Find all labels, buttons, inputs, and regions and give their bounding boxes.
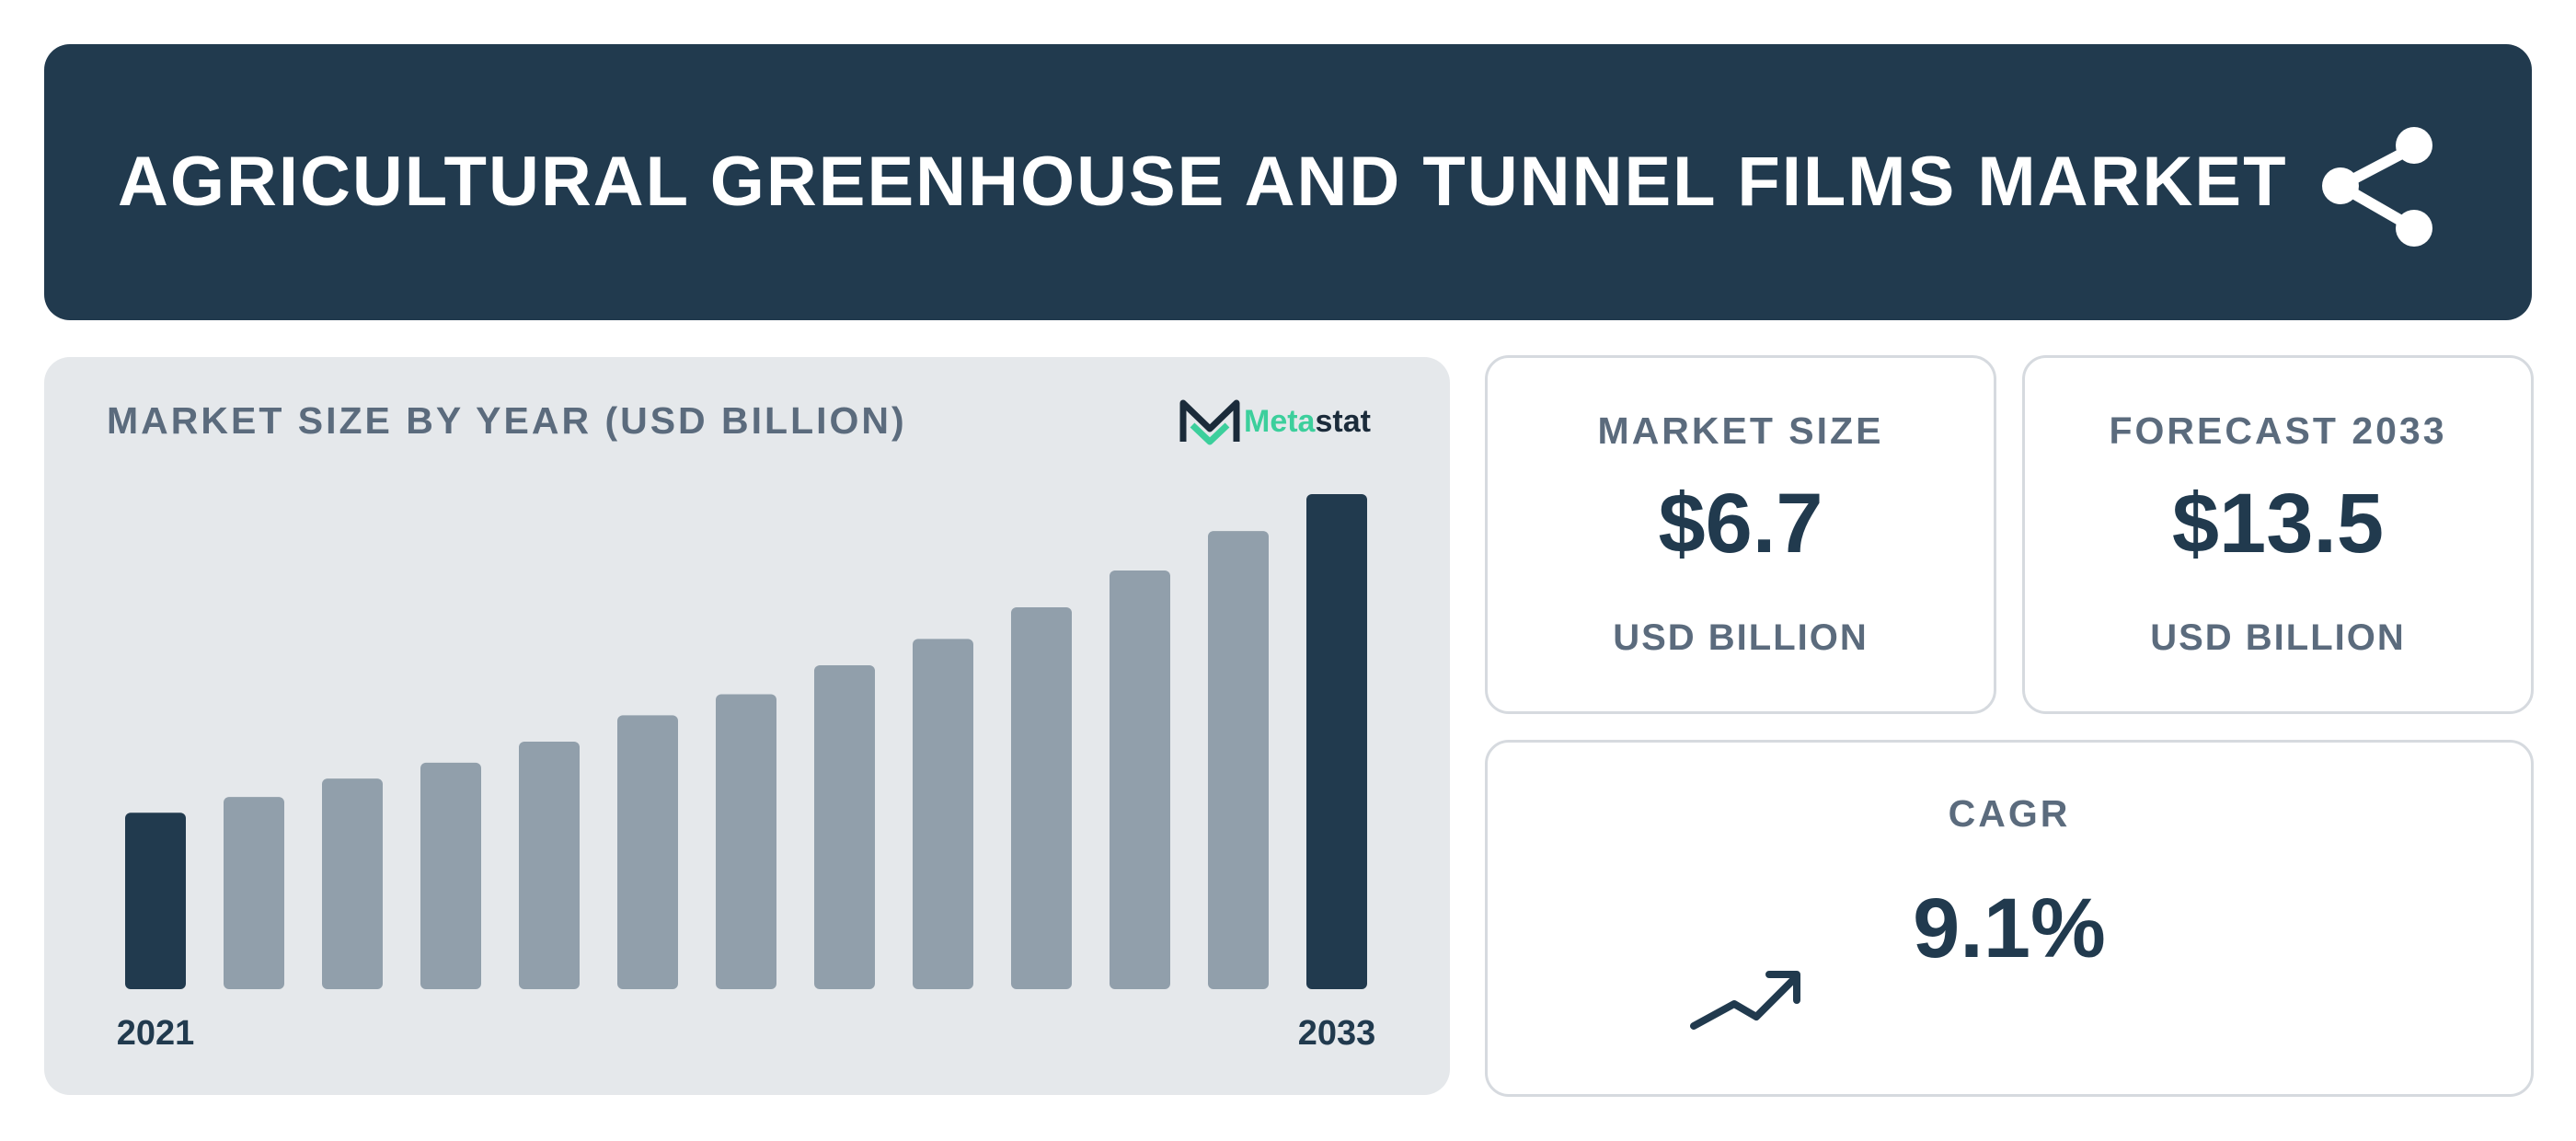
- market-size-value: $6.7: [1658, 477, 1823, 570]
- x-tick-label-2033: 2033: [1298, 1014, 1376, 1053]
- share-icon[interactable]: [2265, 120, 2449, 258]
- logo-text-meta: Meta: [1244, 404, 1316, 439]
- market-size-unit: USD BILLION: [1613, 617, 1869, 658]
- bar-2026: [617, 715, 678, 989]
- logo-text-stat: stat: [1315, 404, 1371, 439]
- bar-2030: [1011, 607, 1072, 989]
- forecast-card: FORECAST 2033 $13.5 USD BILLION: [2022, 355, 2534, 714]
- cagr-card: CAGR 9.1%: [1485, 740, 2534, 1097]
- bar-2021: [125, 813, 186, 989]
- bar-2027: [716, 694, 776, 989]
- bar-2025: [519, 742, 580, 989]
- bar-2029: [913, 639, 973, 989]
- logo-mark-icon: [1179, 399, 1240, 445]
- cagr-label: CAGR: [1948, 792, 2071, 835]
- bar-2024: [420, 762, 481, 989]
- chart-title: MARKET SIZE BY YEAR (USD BILLION): [107, 399, 907, 442]
- chart-panel: MARKET SIZE BY YEAR (USD BILLION) Metast…: [44, 357, 1450, 1095]
- trend-up-icon: [1690, 971, 1800, 1030]
- header-banner: AGRICULTURAL GREENHOUSE AND TUNNEL FILMS…: [44, 44, 2532, 320]
- cagr-value: 9.1%: [1913, 882, 2106, 975]
- market-size-label: MARKET SIZE: [1597, 409, 1884, 452]
- bar-2023: [322, 778, 383, 989]
- bar-chart: 2021 2033: [117, 494, 1376, 1053]
- forecast-value: $13.5: [2171, 477, 2385, 570]
- forecast-unit: USD BILLION: [2150, 617, 2406, 658]
- bar-2033: [1306, 494, 1367, 989]
- bar-2032: [1208, 531, 1269, 989]
- bar-2031: [1110, 570, 1170, 989]
- logo-text: Metastat: [1244, 394, 1371, 449]
- bar-2028: [814, 665, 875, 989]
- bar-2022: [224, 797, 284, 989]
- brand-logo: Metastat: [1179, 394, 1419, 449]
- page-title: AGRICULTURAL GREENHOUSE AND TUNNEL FILMS…: [118, 143, 2288, 221]
- forecast-label: FORECAST 2033: [2109, 409, 2447, 452]
- market-size-card: MARKET SIZE $6.7 USD BILLION: [1485, 355, 1996, 714]
- x-tick-label-2021: 2021: [117, 1014, 195, 1053]
